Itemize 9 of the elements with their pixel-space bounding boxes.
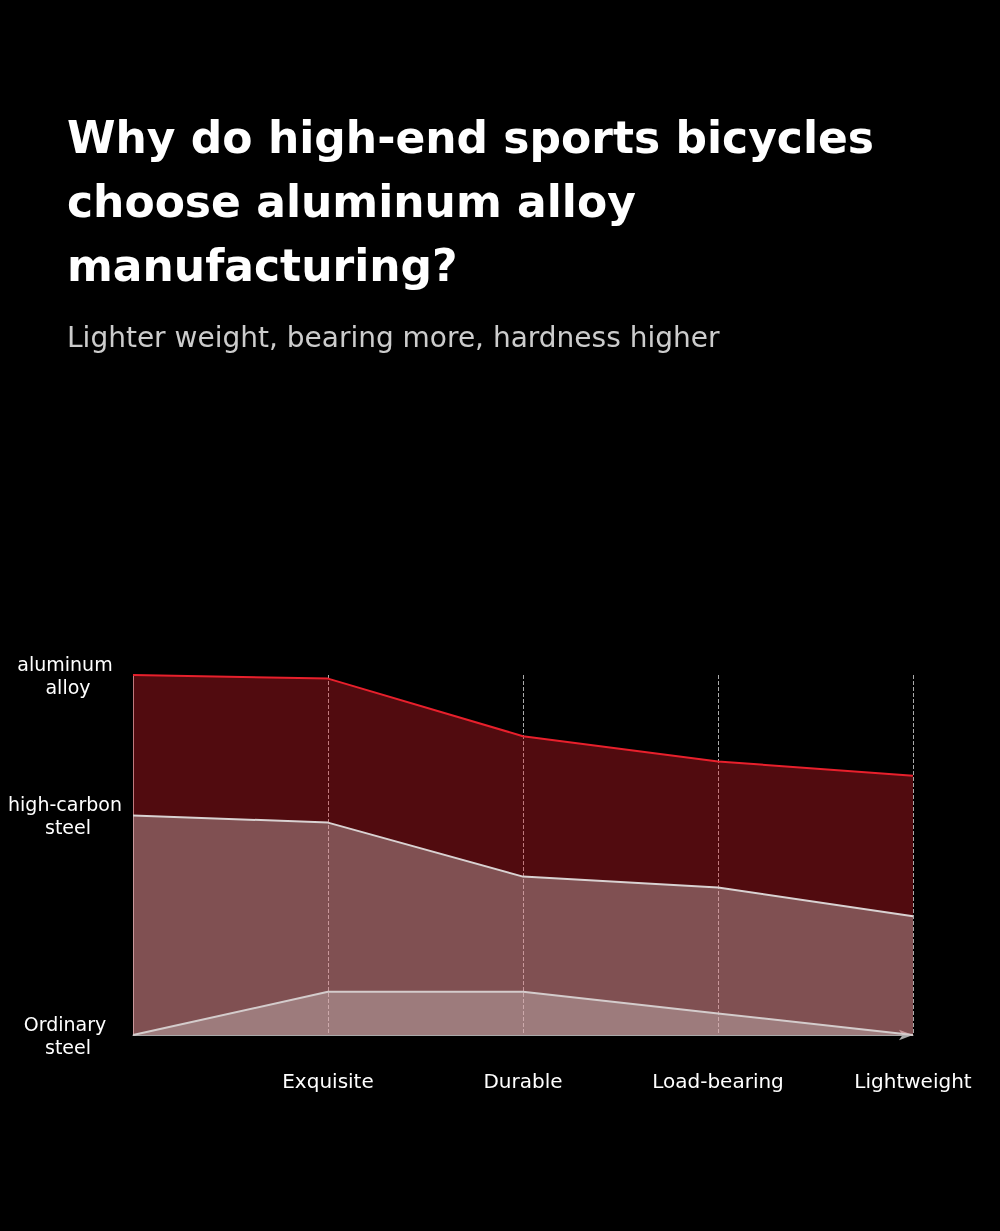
chart-title: Why do high-end sports bicycles choose aluminum alloy manufacturing? [67,111,875,291]
series-label: Ordinary steel [23,1012,113,1058]
chart-subtitle: Lighter weight, bearing more, hardness higher [67,320,720,354]
series-label: aluminum alloy [17,652,119,698]
series-label: high-carbon steel [8,792,128,838]
x-tick-label: Load-bearing [652,1069,784,1093]
x-tick-label: Exquisite [282,1069,374,1093]
x-tick-label: Durable [483,1069,563,1093]
x-tick-label: Lightweight [854,1069,972,1093]
